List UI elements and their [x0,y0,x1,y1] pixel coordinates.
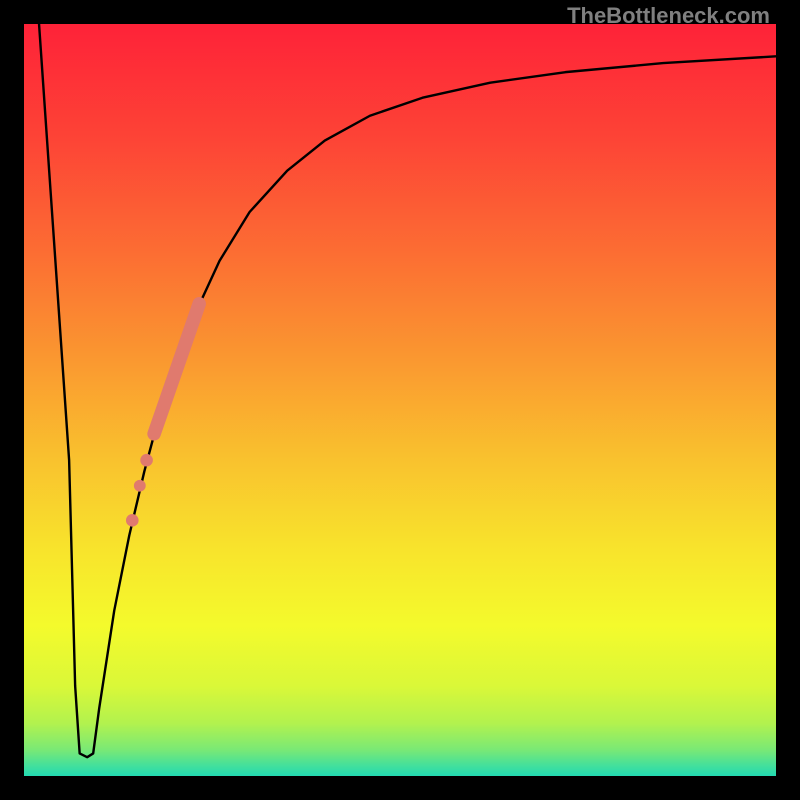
performance-curve [39,24,776,757]
plot-area [24,24,776,776]
watermark-text: TheBottleneck.com [567,3,770,29]
highlight-dot [134,480,146,492]
chart-frame: TheBottleneck.com [0,0,800,800]
highlight-region [126,304,199,527]
highlight-dot [140,454,153,467]
plot-svg [24,24,776,776]
highlight-dot [126,514,139,527]
highlight-bar [154,304,199,434]
